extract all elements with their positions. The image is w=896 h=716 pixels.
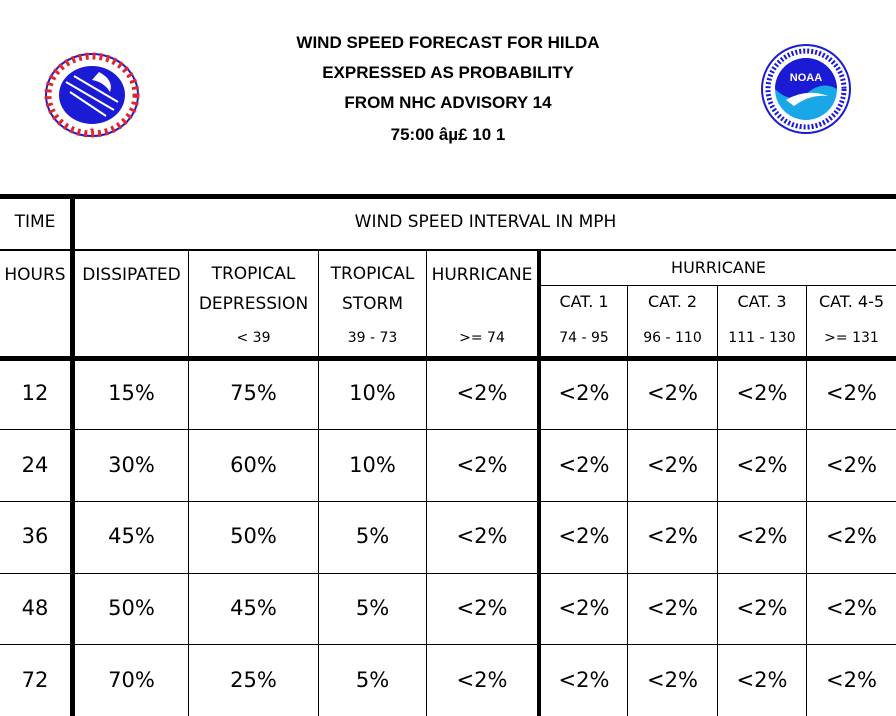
hurricane-cell: <2%: [456, 524, 508, 548]
column-divider: [426, 250, 427, 716]
column-divider: [806, 286, 807, 716]
title-line-2: EXPRESSED AS PROBABILITY: [322, 63, 574, 82]
cat2-cell: <2%: [647, 596, 698, 620]
cat45-range: >= 131: [824, 330, 879, 346]
time-header: TIME: [14, 212, 56, 232]
time-column-border: [70, 194, 75, 716]
cat45-cell: <2%: [826, 668, 877, 692]
tropical-depression-cell: 45%: [230, 596, 277, 620]
cat45-cell: <2%: [826, 524, 877, 548]
cat45-cell: <2%: [826, 453, 877, 477]
tropical-storm-cell: 5%: [355, 524, 390, 548]
header-bottom-border: [0, 356, 896, 361]
national-weather-service-logo: ★: [44, 52, 140, 138]
cat45-cell: <2%: [826, 381, 877, 405]
tropical-storm-cell: 10%: [349, 381, 396, 405]
dissipated-cell: 45%: [108, 524, 155, 548]
header-divider: [0, 249, 896, 251]
tropical-storm-range: 39 - 73: [347, 330, 398, 346]
cat3-header: CAT. 3: [737, 292, 787, 311]
cat1-cell: <2%: [558, 524, 610, 548]
tropical-storm-cell: 5%: [355, 596, 390, 620]
cat2-header: CAT. 2: [647, 292, 698, 311]
cat3-cell: <2%: [736, 668, 788, 692]
cat1-cell: <2%: [558, 453, 610, 477]
title-line-4: 75:00 âµ£ 10 1: [390, 125, 506, 144]
hurricane-group-divider: [539, 285, 896, 286]
hours-cell: 24: [21, 453, 49, 477]
cat2-range: 96 - 110: [643, 330, 702, 346]
cat1-cell: <2%: [558, 668, 610, 692]
dissipated-cell: 50%: [108, 596, 155, 620]
hurricane-cell: <2%: [456, 596, 508, 620]
cat1-cell: <2%: [558, 596, 610, 620]
cat3-range: 111 - 130: [728, 330, 796, 346]
hours-cell: 72: [21, 668, 49, 692]
cat1-header: CAT. 1: [559, 292, 609, 311]
cat2-cell: <2%: [647, 668, 698, 692]
cat45-cell: <2%: [826, 596, 877, 620]
dissipated-cell: 15%: [108, 381, 155, 405]
column-divider: [627, 286, 628, 716]
hurricane-cell: <2%: [456, 381, 508, 405]
row-divider: [0, 429, 896, 430]
cat2-cell: <2%: [647, 381, 698, 405]
row-divider: [0, 644, 896, 645]
hurricane-group-header: HURRICANE: [671, 258, 766, 277]
interval-header: WIND SPEED INTERVAL IN MPH: [354, 212, 617, 232]
tropical-storm-header-line2: STORM: [341, 294, 404, 314]
cat1-cell: <2%: [558, 381, 610, 405]
hurricane-cell: <2%: [456, 668, 508, 692]
column-divider: [717, 286, 718, 716]
hurricane-range: >= 74: [459, 330, 505, 346]
tropical-storm-cell: 5%: [355, 668, 390, 692]
tropical-depression-cell: 50%: [230, 524, 277, 548]
row-divider: [0, 573, 896, 574]
cat2-cell: <2%: [647, 524, 698, 548]
dissipated-cell: 30%: [108, 453, 155, 477]
dissipated-header: DISSIPATED: [82, 265, 181, 285]
title-line-1: WIND SPEED FORECAST FOR HILDA: [296, 33, 600, 52]
tropical-depression-cell: 75%: [230, 381, 277, 405]
svg-text:NOAA: NOAA: [790, 72, 822, 84]
hours-header: HOURS: [4, 265, 66, 285]
tropical-depression-cell: 25%: [230, 668, 277, 692]
cat2-cell: <2%: [647, 453, 698, 477]
tropical-depression-range: < 39: [236, 330, 271, 346]
tropical-depression-header-line1: TROPICAL: [211, 264, 296, 284]
hurricane-group-border: [537, 250, 541, 716]
column-divider: [318, 250, 319, 716]
hours-cell: 48: [21, 596, 49, 620]
svg-text:★: ★: [89, 126, 95, 134]
cat3-cell: <2%: [736, 524, 788, 548]
cat45-header: CAT. 4-5: [818, 292, 885, 311]
column-divider: [188, 250, 189, 716]
cat3-cell: <2%: [736, 381, 788, 405]
noaa-logo: NOAA: [761, 44, 851, 134]
hurricane-header: HURRICANE: [431, 265, 533, 285]
tropical-depression-header-line2: DEPRESSION: [198, 294, 309, 314]
tropical-storm-cell: 10%: [349, 453, 396, 477]
dissipated-cell: 70%: [108, 668, 155, 692]
cat3-cell: <2%: [736, 596, 788, 620]
hours-cell: 12: [21, 381, 49, 405]
cat3-cell: <2%: [736, 453, 788, 477]
hurricane-cell: <2%: [456, 453, 508, 477]
table-top-border: [0, 194, 896, 199]
title-line-3: FROM NHC ADVISORY 14: [344, 93, 552, 112]
tropical-depression-cell: 60%: [230, 453, 277, 477]
tropical-storm-header-line1: TROPICAL: [330, 264, 415, 284]
hours-cell: 36: [21, 524, 49, 548]
cat1-range: 74 - 95: [559, 330, 609, 346]
row-divider: [0, 501, 896, 502]
